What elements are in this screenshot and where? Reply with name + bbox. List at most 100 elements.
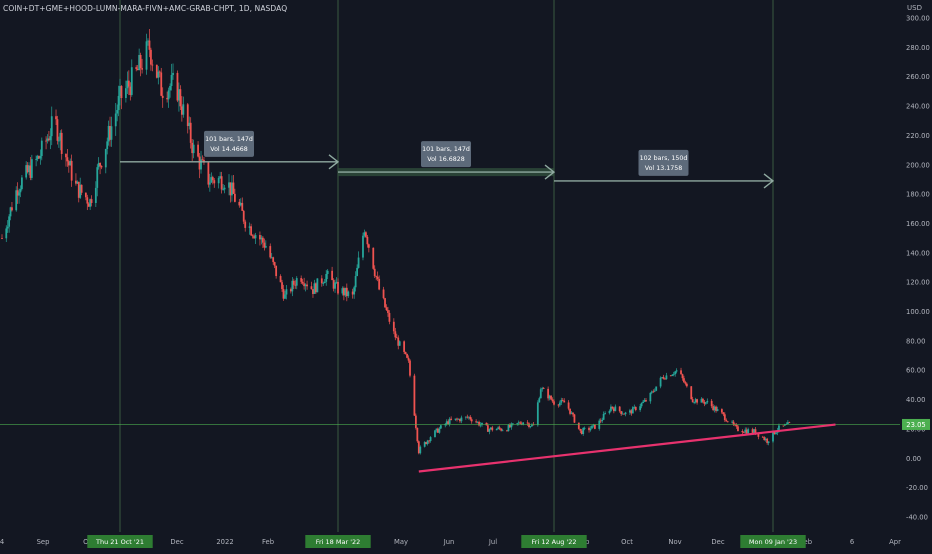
- range-label-vol: Vol 16.6828: [427, 156, 464, 163]
- candle: [279, 276, 282, 283]
- candle: [1, 238, 3, 239]
- candle: [301, 281, 304, 284]
- candle: [191, 142, 194, 154]
- candle: [232, 182, 235, 194]
- candle: [712, 406, 715, 411]
- candle: [79, 184, 82, 198]
- candle: [292, 280, 295, 285]
- candle: [208, 182, 211, 185]
- candle: [80, 184, 83, 193]
- candle: [560, 399, 563, 403]
- y-tick-label: -40.00: [906, 514, 928, 522]
- y-tick-label: 200.00: [906, 161, 930, 169]
- candle: [464, 416, 467, 418]
- x-tick-label: Oct: [621, 538, 633, 546]
- candle: [207, 162, 210, 185]
- candle: [342, 288, 345, 296]
- candle: [182, 104, 185, 115]
- candle: [693, 402, 696, 403]
- candle: [623, 413, 625, 415]
- chart-title: COIN+DT+GME+HOOD-LUMN-MARA-FIVN+AMC-GRAB…: [3, 4, 288, 13]
- candle: [284, 294, 286, 299]
- range-label-vol: Vol 14.4668: [210, 146, 247, 153]
- candle: [664, 378, 666, 380]
- candle: [662, 377, 665, 379]
- candle: [479, 424, 482, 426]
- candle: [406, 353, 408, 358]
- candle: [158, 71, 161, 73]
- candle: [599, 420, 602, 422]
- candle: [486, 425, 489, 432]
- candle: [21, 177, 23, 190]
- candle: [497, 427, 500, 430]
- currency-label: USD: [907, 4, 922, 12]
- candle: [413, 375, 416, 416]
- candle: [602, 414, 605, 420]
- candle: [489, 427, 492, 430]
- support-trendline[interactable]: [418, 423, 836, 473]
- candle: [45, 140, 47, 142]
- candle: [469, 416, 472, 420]
- candle: [445, 421, 448, 424]
- candle: [213, 180, 216, 184]
- candle: [645, 400, 647, 402]
- x-tick-label: 4: [0, 538, 4, 546]
- candle: [683, 378, 685, 383]
- date-highlight-label: Mon 09 Jan '23: [749, 538, 797, 546]
- candle: [316, 278, 319, 293]
- candle: [387, 310, 389, 313]
- candle: [528, 423, 530, 428]
- candle: [438, 428, 441, 433]
- candle: [151, 64, 154, 66]
- candle: [248, 226, 251, 228]
- candle: [304, 284, 307, 287]
- candle: [734, 424, 736, 426]
- candle: [18, 192, 20, 196]
- candle: [345, 287, 348, 297]
- candle: [310, 286, 313, 290]
- candle: [341, 288, 344, 294]
- candle: [40, 140, 43, 157]
- candle: [382, 289, 385, 299]
- date-highlight-label: Fri 18 Mar '22: [316, 538, 361, 546]
- candle: [106, 141, 109, 150]
- candle: [547, 388, 550, 399]
- candle: [457, 418, 460, 420]
- candle: [466, 416, 469, 418]
- candle: [640, 403, 643, 407]
- candle: [669, 375, 672, 377]
- candle: [450, 418, 453, 420]
- candle: [56, 119, 59, 141]
- candle: [570, 412, 573, 414]
- candle: [39, 156, 42, 159]
- candle: [11, 207, 13, 211]
- candle: [764, 438, 767, 440]
- candle: [70, 160, 73, 181]
- y-tick-label: -20.00: [906, 484, 928, 492]
- candle: [147, 40, 149, 42]
- candle: [531, 424, 533, 427]
- candle: [19, 189, 22, 193]
- candle: [745, 429, 748, 434]
- candle: [295, 278, 298, 286]
- candle: [323, 281, 326, 284]
- candle: [6, 226, 9, 229]
- range-label-box: [204, 130, 254, 157]
- candle: [621, 413, 624, 415]
- candle: [631, 407, 634, 414]
- candle: [130, 67, 133, 95]
- candle: [435, 428, 438, 431]
- candle: [259, 235, 261, 240]
- candle: [220, 176, 223, 190]
- candle: [649, 392, 652, 402]
- candle: [753, 429, 755, 433]
- range-label-bars: 102 bars, 150d: [640, 155, 688, 162]
- candle: [558, 402, 561, 406]
- candle: [661, 377, 663, 378]
- y-tick-label: 60.00: [906, 367, 925, 375]
- candle: [49, 136, 52, 141]
- candle: [710, 400, 713, 407]
- candle: [300, 278, 303, 282]
- candle: [614, 406, 617, 412]
